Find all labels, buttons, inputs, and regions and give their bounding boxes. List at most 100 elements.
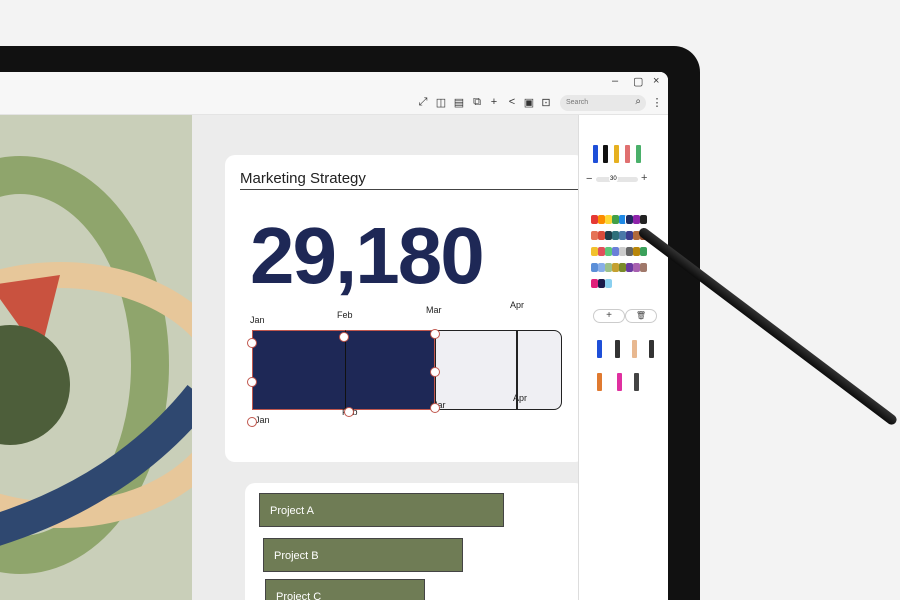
color-swatch[interactable] [633,263,640,272]
search-input[interactable]: Search ⌕ [560,95,646,111]
saved-pen-icon[interactable] [597,340,602,358]
project-bar[interactable]: Project C [265,579,425,600]
color-swatch[interactable] [633,231,640,240]
selection-handle[interactable] [247,417,257,427]
card-title: Marketing Strategy [240,170,366,187]
color-swatch[interactable] [605,263,612,272]
segment-feb[interactable] [345,330,435,410]
save-icon[interactable]: ▣ [523,97,535,109]
fountain-pen-icon[interactable] [593,145,598,163]
color-swatch[interactable] [591,215,598,224]
saved-pen-icon[interactable] [634,373,639,391]
color-swatch[interactable] [605,279,612,288]
color-swatch[interactable] [612,263,619,272]
color-swatch[interactable] [626,263,633,272]
project-label: Project A [270,505,315,517]
color-swatch[interactable] [598,247,605,256]
color-swatch[interactable] [605,231,612,240]
selection-handle[interactable] [430,367,440,377]
metric-value: 29,180 [250,211,485,300]
color-swatch[interactable] [640,263,647,272]
abstract-rings-illustration [0,156,192,574]
color-swatch[interactable] [626,247,633,256]
month-label: Apr [513,393,528,403]
color-swatch[interactable] [619,279,626,288]
color-swatch[interactable] [612,279,619,288]
color-swatch[interactable] [626,279,633,288]
selection-handle[interactable] [344,407,354,417]
artwork-image [0,115,192,600]
segment-mar[interactable] [435,330,517,410]
size-value: 30 [609,175,618,183]
delete-button[interactable]: 🗑 [625,309,657,323]
color-swatch[interactable] [598,279,605,288]
pen-settings-panel: − 30 + + 🗑 [578,115,668,600]
color-swatch[interactable] [612,231,619,240]
pages-icon[interactable]: ⧉ [473,96,481,108]
color-swatch[interactable] [591,279,598,288]
page-icon[interactable]: ▤ [453,97,465,109]
toolbar: ⤢ ◫ ▤ ⧉ + < ▣ ⊡ Search ⌕ ⋮ [0,92,668,115]
color-swatch[interactable] [619,215,626,224]
size-decrease-button[interactable]: − [586,173,593,185]
color-swatch[interactable] [598,231,605,240]
expand-icon[interactable]: ⤢ [418,96,428,108]
share-icon[interactable]: < [508,96,516,108]
color-swatch[interactable] [625,214,634,225]
saved-pen-icon[interactable] [649,340,654,358]
project-label: Project C [276,591,322,600]
selection-handle[interactable] [247,377,257,387]
selection-handle[interactable] [247,338,257,348]
color-swatch[interactable] [633,215,640,224]
saved-pen-icon[interactable] [597,373,602,391]
project-bar[interactable]: Project A [259,493,504,527]
app-screen: – ▢ × ⤢ ◫ ▤ ⧉ + < ▣ ⊡ Search ⌕ ⋮ Marketin… [0,72,668,600]
add-color-button[interactable]: + [593,309,625,323]
month-label: Jan [255,415,270,425]
segment-apr[interactable] [517,330,562,410]
color-swatch[interactable] [626,231,633,240]
pen-icon[interactable] [603,145,608,163]
selection-handle[interactable] [430,329,440,339]
project-bar[interactable]: Project B [263,538,463,572]
maximize-button[interactable]: ▢ [633,76,644,88]
lock-icon[interactable]: ⊡ [541,97,551,109]
color-swatch[interactable] [619,247,626,256]
pencil-icon[interactable] [614,145,619,163]
search-icon: ⌕ [635,96,641,107]
color-swatch[interactable] [591,247,598,256]
color-swatch[interactable] [591,263,598,272]
color-swatch[interactable] [619,263,626,272]
color-swatch[interactable] [612,215,619,224]
saved-pen-icon[interactable] [632,340,637,358]
marketing-card[interactable]: Marketing Strategy 29,180 Jan Feb Mar Ap… [225,155,578,462]
highlighter-icon[interactable] [636,145,641,163]
book-icon[interactable]: ◫ [435,97,447,109]
projects-card: Project A Project B Project C [245,483,578,600]
color-swatch[interactable] [605,247,612,256]
saved-pen-icon[interactable] [617,373,622,391]
saved-pen-icon[interactable] [615,340,620,358]
color-swatch[interactable] [591,231,598,240]
color-swatch[interactable] [605,215,612,224]
segment-jan[interactable] [252,330,347,410]
size-increase-button[interactable]: + [641,172,648,184]
add-icon[interactable]: + [490,96,498,108]
color-swatch[interactable] [598,215,605,224]
color-swatch[interactable] [598,263,605,272]
color-swatch[interactable] [640,247,647,256]
color-swatch[interactable] [640,215,647,224]
color-swatch[interactable] [633,247,640,256]
title-bar: – ▢ × [0,72,668,92]
document-canvas[interactable]: Marketing Strategy 29,180 Jan Feb Mar Ap… [192,115,578,600]
month-label: Feb [337,310,353,320]
marker-icon[interactable] [625,145,630,163]
minimize-button[interactable]: – [612,75,619,87]
month-label: Jan [250,315,265,325]
color-swatch[interactable] [619,231,626,240]
selection-handle[interactable] [339,332,349,342]
close-button[interactable]: × [653,75,660,87]
more-icon[interactable]: ⋮ [651,97,663,109]
color-swatch[interactable] [612,247,619,256]
selection-handle[interactable] [430,403,440,413]
